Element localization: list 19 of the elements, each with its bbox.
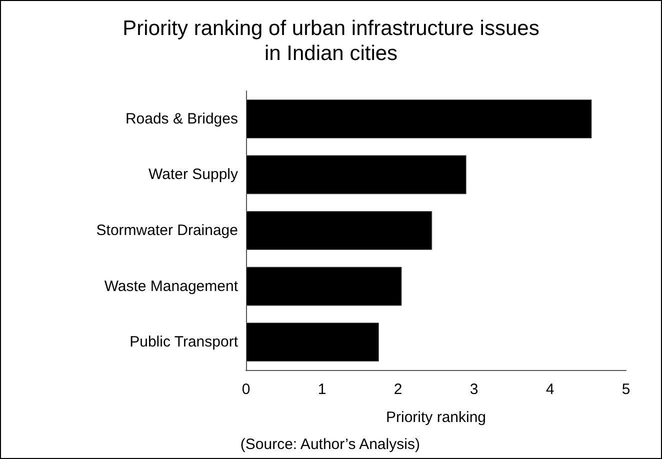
bar [246,210,432,250]
bar [246,266,402,306]
y-tick-label: Water Supply [148,166,238,184]
x-axis-title: Priority ranking [386,409,486,426]
x-tick-label: 0 [242,381,250,398]
x-tick-label: 3 [470,381,478,398]
bar [246,322,379,362]
y-tick-label: Roads & Bridges [125,110,238,128]
chart-title: Priority ranking of urban infrastructure issues in Indian cities [122,17,540,65]
y-tick-label: Stormwater Drainage [96,222,238,239]
bar [246,99,592,138]
x-tick-label: 5 [622,381,630,398]
text: (Source: Author’s Analysis) [240,436,420,453]
x-tick-label: 1 [318,381,326,398]
bar [246,155,466,194]
y-tick-label: Waste Management [104,278,239,295]
x-tick-label: 4 [546,381,554,398]
y-tick-label: Public Transport [130,334,239,351]
x-tick-label: 2 [394,381,402,398]
